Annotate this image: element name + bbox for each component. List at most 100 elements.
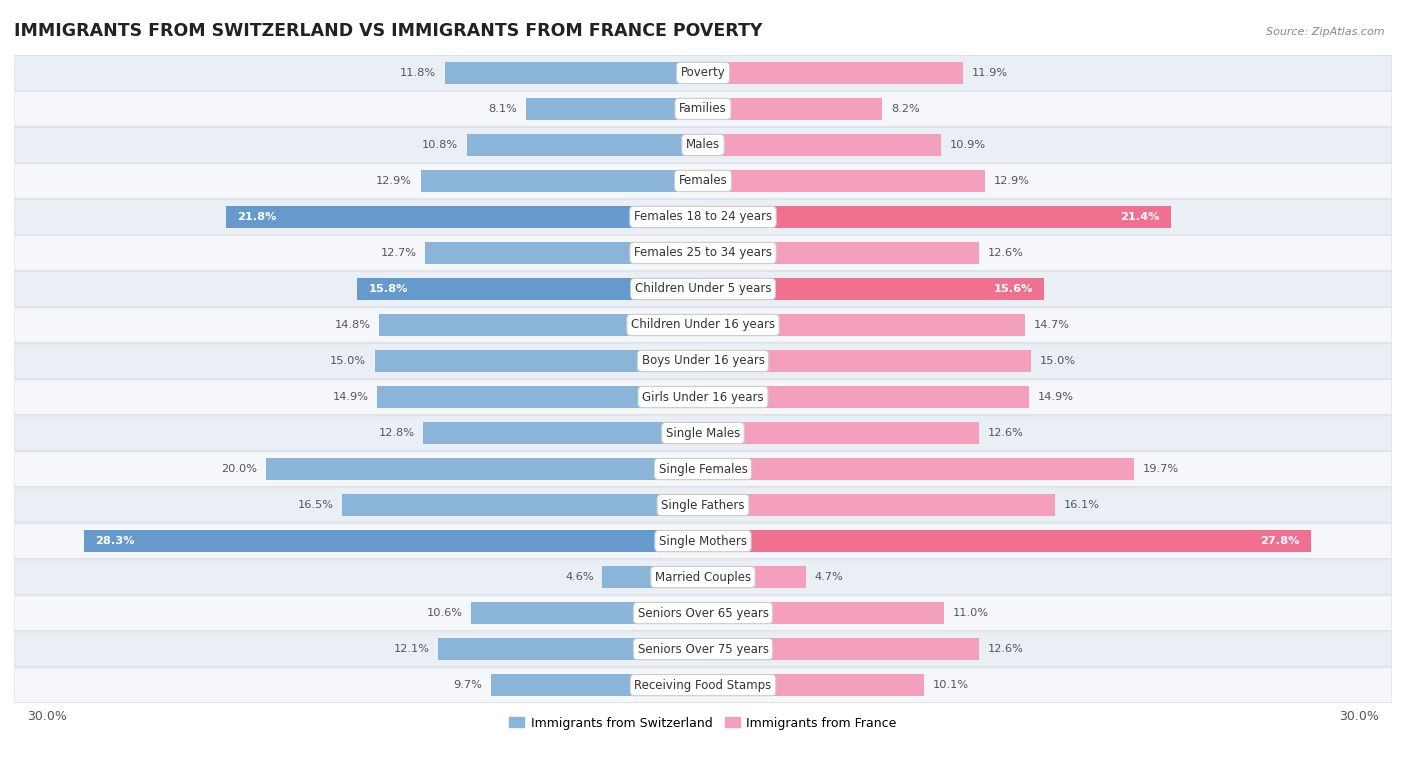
Bar [703,133,942,156]
Text: 11.8%: 11.8% [401,68,436,78]
FancyBboxPatch shape [14,92,1392,126]
Bar [703,242,979,264]
Bar [703,350,1031,372]
Bar [423,422,703,444]
Legend: Immigrants from Switzerland, Immigrants from France: Immigrants from Switzerland, Immigrants … [505,712,901,735]
Text: 19.7%: 19.7% [1143,464,1178,474]
Text: Single Mothers: Single Mothers [659,534,747,547]
Text: 16.5%: 16.5% [298,500,333,510]
Bar [703,314,1025,336]
Bar [266,458,703,481]
Text: Females: Females [679,174,727,187]
Text: IMMIGRANTS FROM SWITZERLAND VS IMMIGRANTS FROM FRANCE POVERTY: IMMIGRANTS FROM SWITZERLAND VS IMMIGRANT… [14,23,762,40]
Text: 11.9%: 11.9% [972,68,1008,78]
FancyBboxPatch shape [14,487,1392,522]
FancyBboxPatch shape [14,199,1392,234]
FancyBboxPatch shape [14,127,1392,162]
Bar [703,494,1054,516]
Text: 4.7%: 4.7% [814,572,844,582]
Text: 8.1%: 8.1% [488,104,517,114]
Text: Single Males: Single Males [666,427,740,440]
Text: 10.1%: 10.1% [932,680,969,690]
Bar [703,205,1171,228]
Bar [380,314,703,336]
Text: 21.8%: 21.8% [238,212,277,222]
Text: Seniors Over 75 years: Seniors Over 75 years [637,643,769,656]
Bar [526,98,703,120]
FancyBboxPatch shape [14,380,1392,415]
Bar [491,674,703,697]
FancyBboxPatch shape [14,560,1392,594]
Bar [342,494,703,516]
Text: Poverty: Poverty [681,67,725,80]
Text: 28.3%: 28.3% [96,536,135,546]
Bar [703,530,1310,553]
Text: 14.9%: 14.9% [1038,392,1074,402]
Text: 11.0%: 11.0% [952,608,988,618]
Bar [471,602,703,625]
FancyBboxPatch shape [14,452,1392,487]
Bar [602,566,703,588]
Text: 15.8%: 15.8% [368,284,408,294]
Text: 14.7%: 14.7% [1033,320,1069,330]
Text: 15.0%: 15.0% [1040,356,1076,366]
FancyBboxPatch shape [14,596,1392,631]
Text: 10.9%: 10.9% [950,140,986,150]
Text: Source: ZipAtlas.com: Source: ZipAtlas.com [1267,27,1385,36]
Text: Girls Under 16 years: Girls Under 16 years [643,390,763,403]
Text: 8.2%: 8.2% [891,104,920,114]
Bar [439,638,703,660]
FancyBboxPatch shape [14,308,1392,343]
Bar [703,61,963,84]
FancyBboxPatch shape [14,343,1392,378]
Text: Children Under 16 years: Children Under 16 years [631,318,775,331]
Text: 27.8%: 27.8% [1261,536,1301,546]
FancyBboxPatch shape [14,236,1392,271]
Text: 12.1%: 12.1% [394,644,430,654]
FancyBboxPatch shape [14,632,1392,666]
Bar [703,98,883,120]
Text: 12.6%: 12.6% [987,644,1024,654]
Text: 14.8%: 14.8% [335,320,371,330]
Bar [420,170,703,192]
Text: 16.1%: 16.1% [1064,500,1099,510]
Text: 9.7%: 9.7% [453,680,482,690]
Text: 10.8%: 10.8% [422,140,458,150]
Text: 12.7%: 12.7% [381,248,416,258]
Text: 12.6%: 12.6% [987,428,1024,438]
Bar [425,242,703,264]
Text: Families: Families [679,102,727,115]
Text: Females 25 to 34 years: Females 25 to 34 years [634,246,772,259]
Text: 20.0%: 20.0% [221,464,257,474]
Text: 15.6%: 15.6% [994,284,1033,294]
FancyBboxPatch shape [14,55,1392,90]
Bar [703,170,986,192]
Text: Females 18 to 24 years: Females 18 to 24 years [634,211,772,224]
Bar [703,422,979,444]
Bar [377,386,703,408]
Bar [84,530,703,553]
Text: 12.9%: 12.9% [377,176,412,186]
Bar [703,458,1133,481]
Text: Seniors Over 65 years: Seniors Over 65 years [637,606,769,619]
Bar [703,386,1029,408]
Text: 15.0%: 15.0% [330,356,366,366]
Text: 12.8%: 12.8% [378,428,415,438]
FancyBboxPatch shape [14,164,1392,198]
Bar [703,277,1045,300]
FancyBboxPatch shape [14,271,1392,306]
Text: 12.6%: 12.6% [987,248,1024,258]
Bar [226,205,703,228]
FancyBboxPatch shape [14,415,1392,450]
Text: 14.9%: 14.9% [332,392,368,402]
Text: 21.4%: 21.4% [1121,212,1160,222]
Bar [375,350,703,372]
Text: 4.6%: 4.6% [565,572,593,582]
FancyBboxPatch shape [14,668,1392,703]
Text: Boys Under 16 years: Boys Under 16 years [641,355,765,368]
Bar [444,61,703,84]
Bar [703,566,806,588]
Text: Receiving Food Stamps: Receiving Food Stamps [634,678,772,691]
Bar [703,638,979,660]
Bar [703,602,943,625]
